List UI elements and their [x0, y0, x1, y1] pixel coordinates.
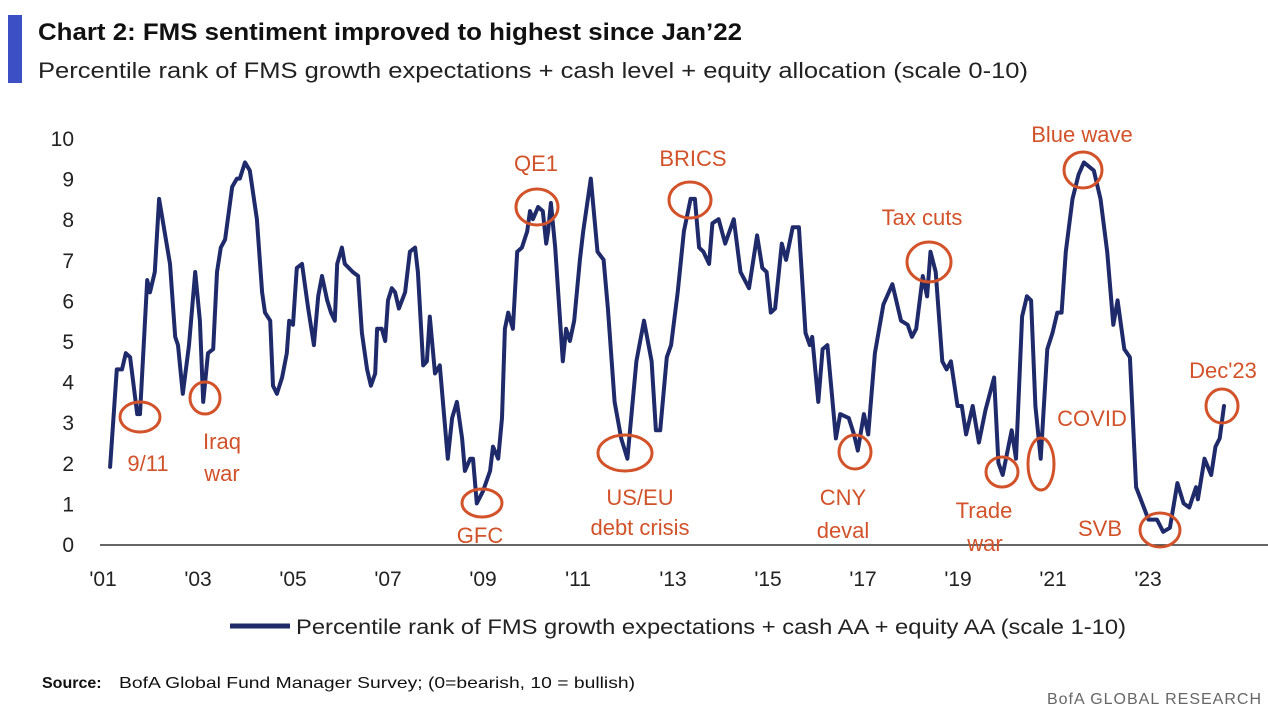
annotation-qe1: QE1	[514, 151, 558, 176]
annotation-trade-war-line1: Trade	[956, 498, 1013, 523]
y-tick-label: 3	[62, 412, 74, 435]
annotation-circle-gfc	[460, 487, 504, 519]
x-tick-label: '15	[754, 568, 781, 591]
annotation-dec23: Dec'23	[1189, 358, 1257, 383]
chart-title: Chart 2: FMS sentiment improved to highe…	[38, 19, 742, 46]
x-tick-label: '11	[565, 568, 591, 591]
annotation-circle-blue-wave	[1062, 150, 1104, 190]
annotation-gfc: GFC	[457, 523, 504, 548]
annotation-us-eu-line2: debt crisis	[590, 515, 689, 540]
x-tick-label: '03	[184, 568, 211, 591]
x-tick-label: '19	[944, 568, 971, 591]
annotation-trade-war-line2: war	[966, 531, 1002, 556]
annotation-circle-us-eu-debt-crisis	[596, 433, 654, 473]
annotation-covid: COVID	[1057, 406, 1127, 431]
x-tick-label: '05	[279, 568, 306, 591]
y-tick-label: 7	[62, 250, 74, 273]
annotation-circle-trade-war	[984, 455, 1020, 489]
annotation-cny-line1: CNY	[820, 485, 867, 510]
annotation-circle-covid	[1026, 436, 1056, 492]
annotation-iraq-war-line2: war	[203, 461, 239, 486]
legend-label: Percentile rank of FMS growth expectatio…	[296, 616, 1126, 639]
legend: Percentile rank of FMS growth expectatio…	[230, 616, 1126, 639]
annotation-circle-iraq-war	[188, 380, 222, 416]
annotation-circle-9-11	[118, 400, 162, 434]
x-tick-label: '09	[469, 568, 496, 591]
annotation-circle-brics	[667, 180, 713, 220]
annotation-circle-tax-cuts	[905, 240, 953, 284]
y-tick-label: 1	[62, 493, 74, 516]
series-line	[108, 160, 1226, 534]
x-tick-label: '07	[374, 568, 401, 591]
y-tick-label: 6	[62, 290, 74, 313]
source-label: Source:	[42, 675, 102, 692]
annotation-circle-cny-deval	[837, 433, 873, 471]
y-axis-ticks: 0 1 2 3 4 5 6 7 8 9 10	[51, 128, 75, 557]
y-tick-label: 10	[51, 128, 74, 151]
y-tick-label: 9	[62, 169, 74, 192]
annotation-blue-wave: Blue wave	[1031, 122, 1133, 147]
annotation-iraq-war-line1: Iraq	[203, 429, 241, 454]
x-tick-label: '21	[1039, 568, 1066, 591]
annotation-circle-qe1	[514, 187, 560, 227]
x-tick-label: '17	[849, 568, 876, 591]
annotation-us-eu-line1: US/EU	[606, 485, 673, 510]
annotation-circle-dec23	[1204, 387, 1240, 425]
source-text: BofA Global Fund Manager Survey; (0=bear…	[119, 675, 635, 692]
y-tick-label: 4	[62, 372, 74, 395]
annotation-tax-cuts: Tax cuts	[882, 205, 963, 230]
annotation-svb: SVB	[1078, 516, 1122, 541]
chart-subtitle: Percentile rank of FMS growth expectatio…	[38, 58, 1028, 83]
annotation-brics: BRICS	[659, 146, 726, 171]
y-tick-label: 5	[62, 331, 74, 354]
annotation-circle-svb	[1138, 511, 1182, 549]
x-tick-label: '01	[89, 568, 116, 591]
x-tick-label: '13	[659, 568, 686, 591]
accent-bar	[8, 15, 22, 83]
annotation-cny-line2: deval	[817, 518, 870, 543]
y-tick-label: 0	[62, 534, 74, 557]
annotations: 9/11 Iraq war GFC QE1 US/EU debt crisis …	[118, 122, 1257, 556]
x-tick-label: '23	[1134, 568, 1161, 591]
annotation-9-11: 9/11	[127, 451, 168, 476]
brand-watermark: BofA GLOBAL RESEARCH	[1047, 691, 1262, 708]
x-axis-ticks: '01 '03 '05 '07 '09 '11 '13 '15 '17 '19 '21 '23	[89, 568, 1161, 591]
y-tick-label: 2	[62, 453, 74, 476]
y-tick-label: 8	[62, 209, 74, 232]
